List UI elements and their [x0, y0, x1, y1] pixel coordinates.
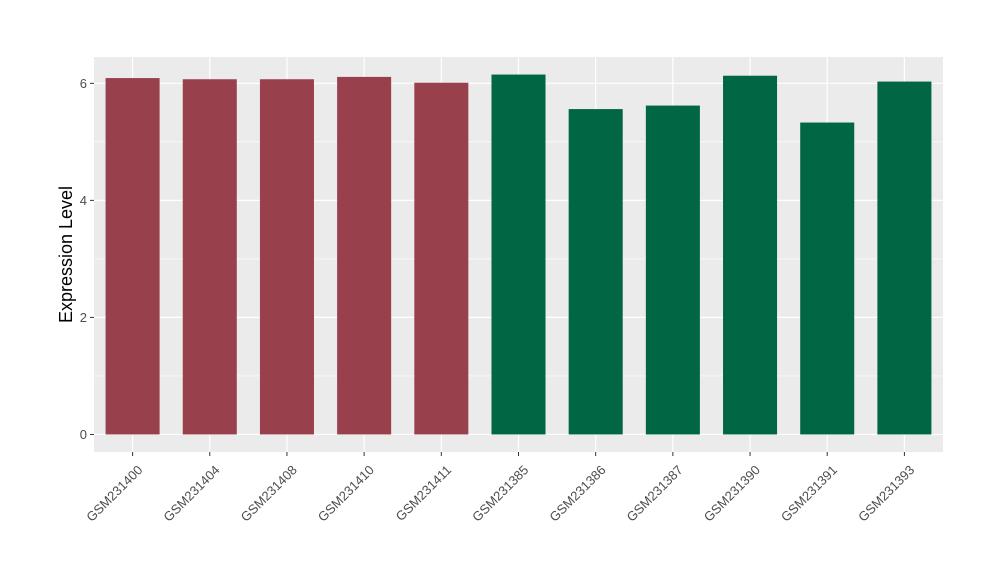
x-tick-label: GSM231391 [778, 462, 840, 524]
y-tick-label: 0 [80, 427, 87, 442]
x-tick-label: GSM231404 [160, 462, 222, 524]
bar-GSM231386 [568, 109, 623, 435]
x-tick-label: GSM231387 [624, 462, 686, 524]
bar-GSM231393 [877, 81, 932, 435]
bar-GSM231385 [491, 74, 546, 435]
x-tick-label: GSM231386 [546, 462, 608, 524]
x-tick-label: GSM231390 [701, 462, 763, 524]
bar-GSM231391 [800, 122, 855, 435]
bar-GSM231411 [414, 82, 469, 435]
y-axis-label: Expression Level [56, 186, 76, 323]
y-axis: 0 2 4 6 [80, 76, 94, 442]
x-tick-label: GSM231400 [83, 462, 145, 524]
x-axis: GSM231400 GSM231404 GSM231408 GSM231410 GSM2… [83, 452, 917, 525]
x-tick-label: GSM231393 [855, 462, 917, 524]
bar-GSM231400 [105, 78, 160, 435]
bar-GSM231390 [723, 75, 778, 435]
x-tick-label: GSM231408 [238, 462, 300, 524]
y-tick-label: 6 [80, 76, 87, 91]
x-tick-label: GSM231411 [393, 462, 455, 524]
bar-GSM231404 [182, 79, 237, 435]
x-tick-label: GSM231385 [469, 462, 531, 524]
y-tick-label: 2 [80, 310, 87, 325]
bar-GSM231410 [337, 76, 392, 435]
bar-GSM231408 [259, 79, 314, 435]
x-tick-label: GSM231410 [315, 462, 377, 524]
bars [105, 74, 932, 435]
y-tick-label: 4 [80, 193, 87, 208]
bar-GSM231387 [645, 105, 700, 435]
